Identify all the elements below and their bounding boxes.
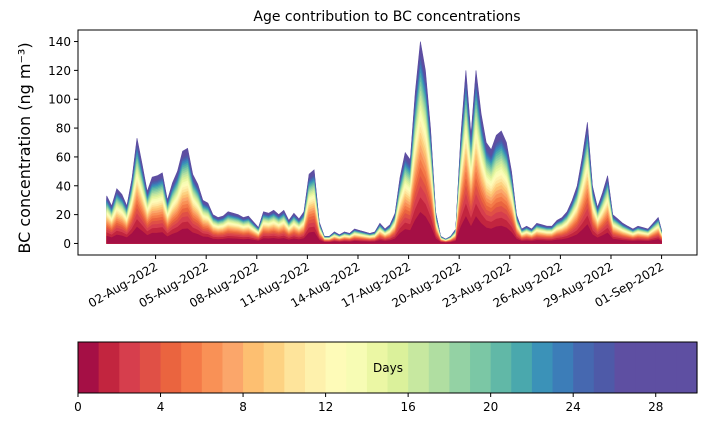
- colorbar-tick-label: 0: [74, 400, 82, 414]
- x-axis: 02-Aug-202205-Aug-202208-Aug-202211-Aug-…: [86, 255, 666, 310]
- colorbar-swatch: [428, 342, 450, 393]
- colorbar-swatch: [635, 342, 657, 393]
- colorbar-tick-label: 28: [648, 400, 663, 414]
- colorbar-swatch: [511, 342, 533, 393]
- colorbar-tick-label: 4: [157, 400, 165, 414]
- colorbar-swatch: [676, 342, 698, 393]
- y-tick-label: 40: [56, 179, 71, 193]
- colorbar-swatch: [222, 342, 244, 393]
- colorbar-swatch: [531, 342, 554, 393]
- colorbar-swatch: [325, 342, 347, 393]
- colorbar-tick-label: 20: [483, 400, 498, 414]
- colorbar-swatch: [573, 342, 595, 393]
- colorbar-swatch: [408, 342, 430, 393]
- stacked-age-areas: [106, 41, 662, 244]
- colorbar-swatch: [78, 342, 100, 393]
- colorbar-swatch: [655, 342, 677, 393]
- y-tick-label: 80: [56, 122, 71, 136]
- colorbar-swatch: [98, 342, 120, 393]
- colorbar-tick-label: 24: [566, 400, 581, 414]
- colorbar-tick-label: 8: [239, 400, 247, 414]
- colorbar-tick-label: 16: [400, 400, 415, 414]
- colorbar-swatch: [181, 342, 203, 393]
- colorbar-swatch: [263, 342, 285, 393]
- colorbar-swatch: [552, 342, 574, 393]
- y-axis-label: BC concentration (ng m⁻³): [15, 42, 34, 253]
- y-tick-label: 0: [63, 237, 71, 251]
- colorbar-tick-label: 12: [318, 400, 333, 414]
- colorbar-swatch: [593, 342, 616, 393]
- y-tick-label: 100: [48, 93, 71, 107]
- colorbar-swatch: [449, 342, 471, 393]
- colorbar-swatch: [243, 342, 265, 393]
- colorbar-swatch: [119, 342, 141, 393]
- y-tick-label: 60: [56, 150, 71, 164]
- colorbar-swatch: [160, 342, 182, 393]
- y-tick-label: 20: [56, 208, 71, 222]
- colorbar-label: Days: [373, 361, 403, 375]
- colorbar-swatch: [201, 342, 224, 393]
- y-axis: 0 20 40 60 80 100 120 140: [48, 35, 78, 251]
- colorbar-swatch: [284, 342, 306, 393]
- chart-title: Age contribution to BC concentrations: [253, 9, 520, 25]
- y-tick-label: 120: [48, 64, 71, 78]
- colorbar-swatch: [304, 342, 327, 393]
- colorbar-swatch: [346, 342, 368, 393]
- y-tick-label: 140: [48, 35, 71, 49]
- colorbar-swatch: [387, 342, 409, 393]
- colorbar-swatch: [366, 342, 389, 393]
- colorbar-swatch: [614, 342, 636, 393]
- colorbar-swatch: [490, 342, 512, 393]
- colorbar-frame: [77, 341, 698, 394]
- colorbar-swatch: [139, 342, 162, 393]
- age-area-0: [106, 211, 662, 244]
- colorbar-swatch: [470, 342, 492, 393]
- colorbar: 0 4 8 12 16 20 24 28: [74, 341, 698, 414]
- plot-frame: [77, 29, 698, 256]
